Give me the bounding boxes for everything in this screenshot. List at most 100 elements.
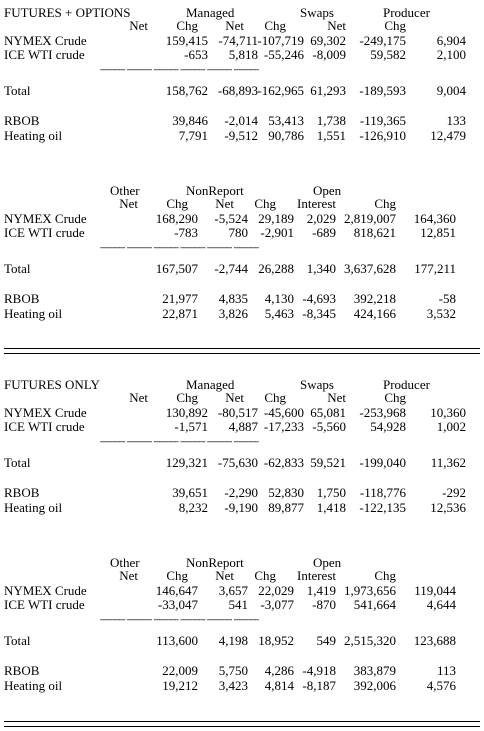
- dash-rule: ---------- ---------- ---------- -------…: [100, 436, 259, 446]
- cell-value: 39,651: [172, 485, 208, 500]
- cell-value: 18,952: [258, 633, 294, 648]
- cell-value: -107,719: [257, 33, 304, 48]
- cell-value: 4,286: [264, 663, 294, 678]
- column-label: Net: [327, 18, 346, 33]
- row-label: Total: [4, 633, 31, 648]
- cell-value: -249,175: [359, 33, 406, 48]
- column-label: Chg: [374, 196, 396, 211]
- cell-value: 8,232: [178, 500, 208, 515]
- dash-rule: ---------- ---------- ---------- -------…: [100, 64, 259, 74]
- row-label: RBOB: [4, 663, 40, 678]
- cell-value: -162,965: [257, 83, 304, 98]
- cell-value: 89,877: [268, 500, 304, 515]
- cell-value: -689: [312, 225, 336, 240]
- cell-value: 53,413: [268, 113, 304, 128]
- cell-value: 22,871: [162, 306, 198, 321]
- cell-value: -68,893: [217, 83, 258, 98]
- cell-value: 129,321: [165, 455, 208, 470]
- group-label: Swaps: [300, 5, 334, 20]
- cell-value: 12,851: [420, 225, 456, 240]
- cell-value: 159,415: [165, 33, 208, 48]
- column-label: Chg: [176, 390, 198, 405]
- row-label: Heating oil: [4, 128, 63, 143]
- column-label: Chg: [166, 196, 188, 211]
- row-label: Heating oil: [4, 500, 63, 515]
- cell-value: 177,211: [414, 261, 456, 276]
- group-label: Other: [110, 183, 140, 198]
- cell-value: 59,582: [370, 47, 406, 62]
- group-label: NonReport: [186, 183, 244, 198]
- cell-value: 392,006: [353, 678, 396, 693]
- cell-value: -2,290: [224, 485, 258, 500]
- row-label: NYMEX Crude: [4, 583, 87, 598]
- group-label: NonReport: [186, 555, 244, 570]
- cell-value: 4,198: [218, 633, 248, 648]
- cell-value: 65,081: [310, 405, 346, 420]
- cell-value: -62,833: [263, 455, 304, 470]
- section-title: FUTURES ONLY: [4, 377, 100, 392]
- cell-value: 39,846: [172, 113, 208, 128]
- cell-value: -17,233: [263, 419, 304, 434]
- column-label: Chg: [264, 390, 286, 405]
- column-label: Interest: [297, 196, 336, 211]
- column-label: Net: [119, 196, 138, 211]
- cell-value: -119,365: [359, 113, 406, 128]
- column-label: Chg: [384, 390, 406, 405]
- cell-value: 4,887: [228, 419, 258, 434]
- cell-value: 22,029: [258, 583, 294, 598]
- group-label: Managed: [186, 5, 235, 20]
- cell-value: -2,901: [260, 225, 294, 240]
- cell-value: 61,293: [310, 83, 346, 98]
- cell-value: 12,479: [430, 128, 466, 143]
- cell-value: 3,637,628: [344, 261, 396, 276]
- cell-value: -45,600: [263, 405, 304, 420]
- cell-value: 1,973,656: [344, 583, 396, 598]
- column-label: Net: [129, 390, 148, 405]
- dash-rule: ---------- ---------- ---------- -------…: [100, 242, 259, 252]
- cell-value: -1,571: [174, 419, 208, 434]
- cell-value: -8,345: [302, 306, 336, 321]
- cell-value: 9,004: [436, 83, 466, 98]
- column-label: Net: [327, 390, 346, 405]
- cell-value: -253,968: [359, 405, 406, 420]
- cell-value: 1,551: [316, 128, 346, 143]
- cell-value: 167,507: [155, 261, 198, 276]
- column-label: Net: [215, 196, 234, 211]
- cell-value: -4,693: [302, 291, 336, 306]
- cell-value: 113,600: [156, 633, 198, 648]
- cell-value: 158,762: [165, 83, 208, 98]
- cell-value: -58: [438, 291, 456, 306]
- group-label: Open: [313, 183, 342, 198]
- cell-value: 1,002: [436, 419, 466, 434]
- cell-value: -4,918: [302, 663, 336, 678]
- cell-value: 123,688: [413, 633, 456, 648]
- row-label: ICE WTI crude: [4, 47, 85, 62]
- cell-value: -189,593: [359, 83, 406, 98]
- group-label: Open: [313, 555, 342, 570]
- column-label: Chg: [254, 196, 276, 211]
- cell-value: 130,892: [165, 405, 208, 420]
- column-label: Chg: [176, 18, 198, 33]
- cell-value: 4,814: [264, 678, 294, 693]
- cell-value: -122,135: [359, 500, 406, 515]
- cell-value: 12,536: [430, 500, 466, 515]
- row-label: Total: [4, 455, 31, 470]
- cell-value: 5,463: [264, 306, 294, 321]
- cell-value: -8,187: [302, 678, 336, 693]
- column-label: Net: [215, 568, 234, 583]
- group-label: Producer: [383, 5, 430, 20]
- row-label: Total: [4, 83, 31, 98]
- column-label: Interest: [297, 568, 336, 583]
- cell-value: -5,524: [214, 211, 248, 226]
- cell-value: -8,009: [312, 47, 346, 62]
- column-label: Net: [119, 568, 138, 583]
- double-rule: [4, 721, 480, 727]
- column-label: Chg: [254, 568, 276, 583]
- cell-value: 133: [446, 113, 467, 128]
- cell-value: 11,362: [430, 455, 466, 470]
- cell-value: -74,711: [218, 33, 258, 48]
- cell-value: 5,818: [228, 47, 258, 62]
- group-label: Other: [110, 555, 140, 570]
- cell-value: 52,830: [268, 485, 304, 500]
- column-label: Chg: [384, 18, 406, 33]
